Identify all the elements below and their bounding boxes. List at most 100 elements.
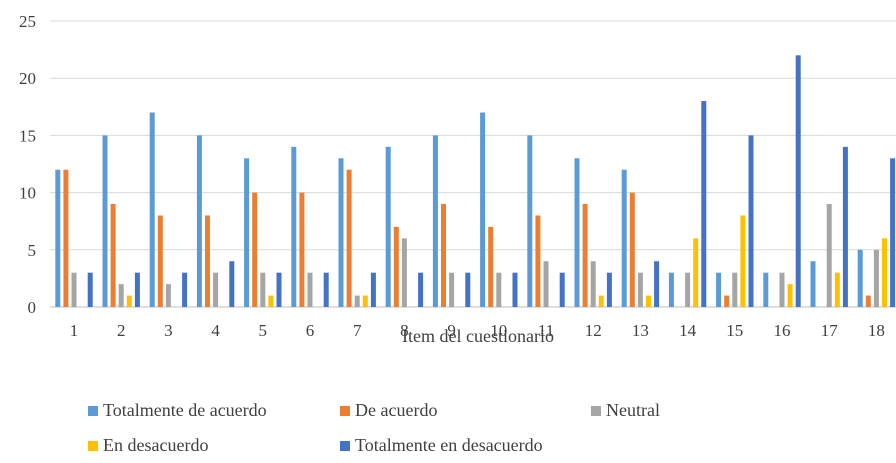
bar	[449, 272, 455, 307]
x-tick-label: 6	[306, 321, 315, 340]
bar	[488, 226, 494, 307]
bar	[873, 249, 879, 307]
legend-swatch	[340, 406, 350, 416]
bar	[787, 284, 793, 307]
bar	[496, 272, 502, 307]
legend-swatch	[88, 406, 98, 416]
bar	[724, 295, 730, 307]
bar	[590, 261, 596, 307]
x-tick-label: 15	[726, 321, 743, 340]
bar	[323, 272, 329, 307]
x-tick-label: 8	[400, 321, 409, 340]
bar	[543, 261, 549, 307]
bar	[354, 295, 360, 307]
bars	[55, 55, 896, 308]
bar	[118, 284, 124, 307]
bar	[182, 272, 188, 307]
bar	[393, 226, 399, 307]
bar	[291, 146, 297, 307]
bar	[606, 272, 612, 307]
bar	[307, 272, 313, 307]
bar	[110, 204, 116, 307]
bar	[574, 158, 580, 307]
x-axis-title: Item del cuestionario	[402, 326, 554, 346]
bar	[512, 272, 518, 307]
bar	[165, 284, 171, 307]
x-tick-label: 10	[490, 321, 507, 340]
bar	[716, 272, 722, 307]
bar	[748, 135, 754, 307]
bar	[810, 261, 816, 307]
bar	[87, 272, 93, 307]
bar	[149, 112, 155, 308]
x-tick-label: 3	[164, 321, 173, 340]
bar	[637, 272, 643, 307]
bar	[126, 295, 132, 307]
bar	[795, 55, 801, 307]
legend-swatch	[591, 406, 601, 416]
bar	[685, 272, 691, 307]
bar	[763, 272, 769, 307]
x-tick-label: 9	[447, 321, 456, 340]
bar	[55, 169, 61, 307]
x-axis-ticks: 1 2 3 4 5 6 7 8 9 10 11 12 13 14 15 16 17 18	[70, 321, 885, 340]
x-tick-label: 1	[70, 321, 79, 340]
bar	[71, 272, 77, 307]
bar	[260, 272, 266, 307]
bar	[621, 169, 627, 307]
bar	[740, 215, 746, 307]
bar	[890, 158, 896, 307]
bar	[244, 158, 250, 307]
y-tick-label: 0	[28, 298, 37, 317]
x-tick-label: 18	[868, 321, 885, 340]
bar	[732, 272, 738, 307]
bar	[276, 272, 282, 307]
legend-label: En desacuerdo	[103, 435, 208, 455]
x-tick-label: 12	[585, 321, 602, 340]
bar	[701, 101, 707, 307]
legend-label: De acuerdo	[355, 400, 437, 420]
bar	[646, 295, 651, 307]
y-tick-label: 20	[19, 69, 36, 88]
bar	[157, 215, 163, 307]
bar	[102, 135, 108, 307]
bar	[346, 169, 352, 307]
legend-label: Totalmente en desacuerdo	[355, 435, 543, 455]
bar	[299, 192, 305, 307]
x-tick-label: 2	[117, 321, 126, 340]
legend: Totalmente de acuerdo De acuerdo Neutral En…	[88, 400, 660, 455]
legend-swatch	[88, 441, 98, 451]
bar	[229, 261, 235, 307]
x-tick-label: 16	[774, 321, 791, 340]
bar	[196, 135, 202, 307]
bar	[779, 272, 785, 307]
bar	[213, 272, 219, 307]
bar	[370, 272, 376, 307]
x-tick-label: 4	[211, 321, 220, 340]
x-tick-label: 13	[632, 321, 649, 340]
bar	[598, 295, 604, 307]
bar	[205, 215, 210, 307]
bar	[401, 238, 407, 307]
bar	[535, 215, 541, 307]
bar	[882, 238, 887, 307]
bar	[268, 295, 274, 307]
x-tick-label: 17	[821, 321, 839, 340]
bar	[362, 295, 368, 307]
x-tick-label: 7	[353, 321, 362, 340]
y-tick-label: 15	[19, 126, 36, 145]
x-tick-label: 11	[538, 321, 554, 340]
bar	[432, 135, 438, 307]
legend-label: Totalmente de acuerdo	[103, 400, 267, 420]
bar	[654, 261, 660, 307]
bar	[252, 192, 258, 307]
bar	[865, 295, 871, 307]
bar	[693, 238, 699, 307]
legend-label: Neutral	[606, 400, 660, 420]
bar	[826, 204, 832, 307]
bar	[582, 204, 588, 307]
bar	[338, 158, 344, 307]
bar	[857, 249, 863, 307]
bar	[559, 272, 565, 307]
